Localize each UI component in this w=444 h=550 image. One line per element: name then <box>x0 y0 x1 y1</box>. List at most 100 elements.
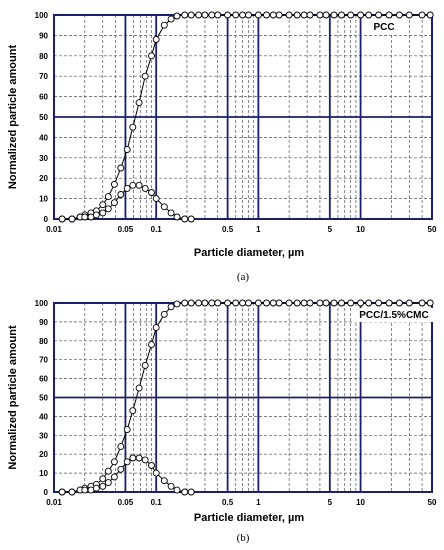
data-point <box>347 11 355 19</box>
x-tick-labels: 0.01 0.05 0.1 0.5 1 5 10 50 <box>46 498 437 507</box>
data-point <box>167 209 175 217</box>
data-point <box>173 12 181 20</box>
sample-label: PCC/1.5%CMC <box>359 310 428 321</box>
x-axis-label: Particle diameter, µm <box>194 512 304 524</box>
data-point <box>330 299 338 307</box>
data-point <box>92 484 100 492</box>
data-point <box>68 215 76 223</box>
data-point <box>160 21 168 29</box>
data-point <box>208 11 216 19</box>
data-point <box>58 215 66 223</box>
chart-panel-a: 0 10 20 30 40 50 60 70 80 90 100 0.01 0.05 0.1 0.5 1 5 1… <box>7 11 437 283</box>
data-point <box>99 201 107 209</box>
data-point <box>338 11 345 19</box>
y-tick-label: 40 <box>39 133 48 142</box>
y-tick-label: 100 <box>35 11 49 20</box>
data-point <box>181 11 189 19</box>
y-tick-label: 0 <box>44 215 49 224</box>
x-tick-label: 0.5 <box>222 225 234 234</box>
data-point <box>167 482 175 490</box>
x-axis-label: Particle diameter, µm <box>194 247 304 259</box>
data-point <box>322 11 330 19</box>
x-tick-label: 50 <box>428 498 437 507</box>
data-point <box>306 11 314 19</box>
data-point <box>395 299 403 307</box>
data-point <box>357 299 365 307</box>
data-point <box>275 11 283 19</box>
data-point <box>245 299 252 307</box>
data-point <box>129 181 137 189</box>
y-tick-label: 10 <box>39 469 48 478</box>
data-point <box>245 11 252 19</box>
data-point <box>426 11 434 19</box>
y-tick-label: 60 <box>39 375 48 384</box>
sample-label: PCC <box>373 22 394 33</box>
x-tick-label: 10 <box>356 498 365 507</box>
x-tick-label: 0.01 <box>46 498 62 507</box>
data-point <box>239 11 247 19</box>
x-tick-label: 5 <box>328 225 333 234</box>
x-tick-label: 0.05 <box>118 225 134 234</box>
data-point <box>338 299 345 307</box>
data-point <box>195 11 203 19</box>
y-tick-label: 10 <box>39 195 48 204</box>
data-point <box>239 299 247 307</box>
data-point <box>141 184 149 192</box>
data-point <box>263 11 270 19</box>
data-point <box>135 454 143 462</box>
sample-label-box <box>353 308 435 322</box>
data-point <box>214 299 222 307</box>
data-point <box>269 11 277 19</box>
data-point <box>152 469 160 477</box>
chart-panel-b: 0 10 20 30 40 50 60 70 80 90 100 0.01 0.05 0.1 0.5 1 5 1… <box>7 299 437 544</box>
data-point <box>99 209 107 217</box>
x-tick-label: 0.1 <box>151 225 163 234</box>
data-point <box>173 213 181 221</box>
data-point <box>254 11 262 19</box>
data-point <box>405 11 413 19</box>
x-tick-labels: 0.01 0.05 0.1 0.5 1 5 10 50 <box>46 225 437 234</box>
data-point <box>418 11 426 19</box>
data-point <box>104 479 112 487</box>
y-tick-label: 100 <box>35 299 49 308</box>
data-point <box>110 199 118 207</box>
data-point <box>201 299 209 307</box>
data-point <box>92 211 100 219</box>
data-point <box>224 11 232 19</box>
data-point <box>385 299 393 307</box>
data-point <box>187 215 195 223</box>
data-point <box>152 324 160 332</box>
data-point <box>148 52 155 60</box>
data-point <box>104 467 112 475</box>
y-tick-label: 80 <box>39 337 48 346</box>
data-point <box>141 361 149 369</box>
x-tick-label: 5 <box>328 498 333 507</box>
data-point <box>365 11 373 19</box>
data-point <box>148 341 155 349</box>
data-point <box>173 486 181 494</box>
data-point <box>110 473 118 481</box>
data-point <box>181 215 189 223</box>
y-tick-label: 0 <box>44 488 49 497</box>
x-tick-label: 50 <box>428 225 437 234</box>
data-point <box>375 299 383 307</box>
y-tick-label: 40 <box>39 412 48 421</box>
panel-caption: (a) <box>237 271 250 283</box>
data-point <box>135 181 143 189</box>
data-point <box>357 11 365 19</box>
data-point <box>293 11 301 19</box>
panel-caption: (b) <box>237 532 250 544</box>
data-point <box>117 465 125 473</box>
x-tick-label: 1 <box>256 225 261 234</box>
data-point <box>81 213 89 221</box>
data-point <box>300 299 308 307</box>
data-point <box>426 299 434 307</box>
data-point <box>254 299 262 307</box>
data-point <box>316 11 324 19</box>
data-point <box>148 462 155 469</box>
data-point <box>187 488 195 496</box>
y-tick-label: 90 <box>39 31 48 40</box>
data-point <box>123 426 131 434</box>
data-point <box>181 488 189 496</box>
y-tick-label: 70 <box>39 356 48 365</box>
